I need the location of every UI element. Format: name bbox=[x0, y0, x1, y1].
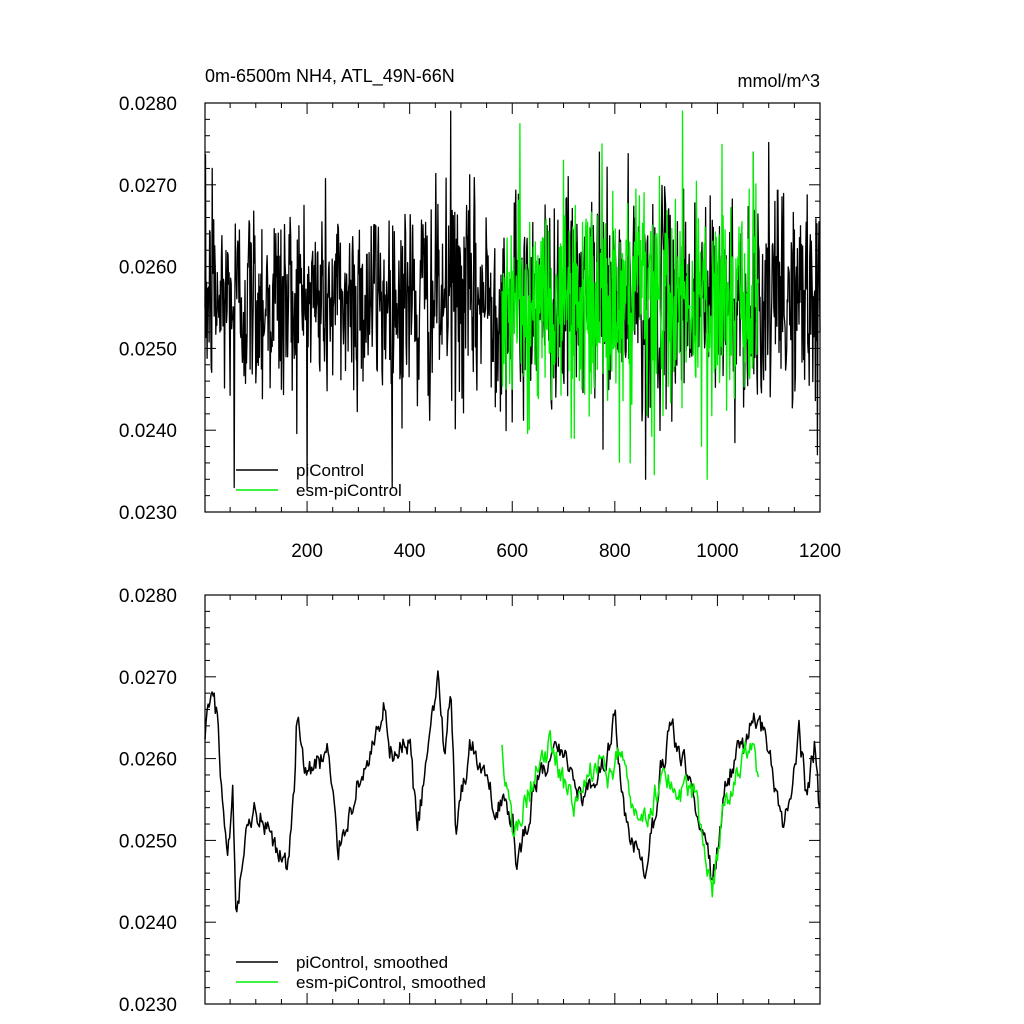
legend-label: piControl, smoothed bbox=[296, 953, 448, 972]
x-tick-label: 1000 bbox=[696, 541, 738, 562]
y-tick-label: 0.0250 bbox=[119, 339, 177, 360]
top-axes: 200 400 600 800 1000 1200 0.0230 0.0240 0.0250 0.… bbox=[119, 94, 841, 562]
x-tick-label: 1200 bbox=[799, 541, 841, 562]
x-tick-label: 600 bbox=[496, 541, 528, 562]
y-tick-label: 0.0230 bbox=[119, 995, 177, 1016]
top-panel-units: mmol/m^3 bbox=[738, 71, 820, 91]
legend-label: esm-piControl bbox=[296, 481, 402, 500]
series-line-esm-picontrol bbox=[501, 729, 760, 898]
y-tick-label: 0.0260 bbox=[119, 258, 177, 279]
y-tick-label: 0.0270 bbox=[119, 176, 177, 197]
x-tick-label: 800 bbox=[599, 541, 631, 562]
y-tick-label: 0.0250 bbox=[119, 831, 177, 852]
y-tick-label: 0.0260 bbox=[119, 750, 177, 771]
legend-label: piControl bbox=[296, 461, 364, 480]
series-line-esm-picontrol bbox=[501, 110, 760, 480]
bottom-axes: 0.0230 0.0240 0.0250 0.0260 0.0270 0.0280 bbox=[119, 586, 821, 1016]
y-tick-label: 0.0240 bbox=[119, 913, 177, 934]
y-tick-label: 0.0270 bbox=[119, 668, 177, 689]
legend-label: esm-piControl, smoothed bbox=[296, 973, 486, 992]
series-line-picontrol bbox=[204, 670, 821, 913]
y-tick-label: 0.0230 bbox=[119, 503, 177, 524]
top-panel-title: 0m-6500m NH4, ATL_49N-66N bbox=[205, 66, 455, 87]
top-panel: 0m-6500m NH4, ATL_49N-66N mmol/m^3 200 40… bbox=[119, 66, 841, 562]
bottom-panel: 0.0230 0.0240 0.0250 0.0260 0.0270 0.0280 piC… bbox=[119, 586, 821, 1016]
y-tick-label: 0.0240 bbox=[119, 421, 177, 442]
x-tick-label: 400 bbox=[394, 541, 426, 562]
x-tick-label: 200 bbox=[291, 541, 323, 562]
y-tick-label: 0.0280 bbox=[119, 586, 177, 607]
top-series-layer bbox=[204, 110, 821, 489]
bottom-series-layer bbox=[204, 670, 821, 913]
y-tick-label: 0.0280 bbox=[119, 94, 177, 115]
